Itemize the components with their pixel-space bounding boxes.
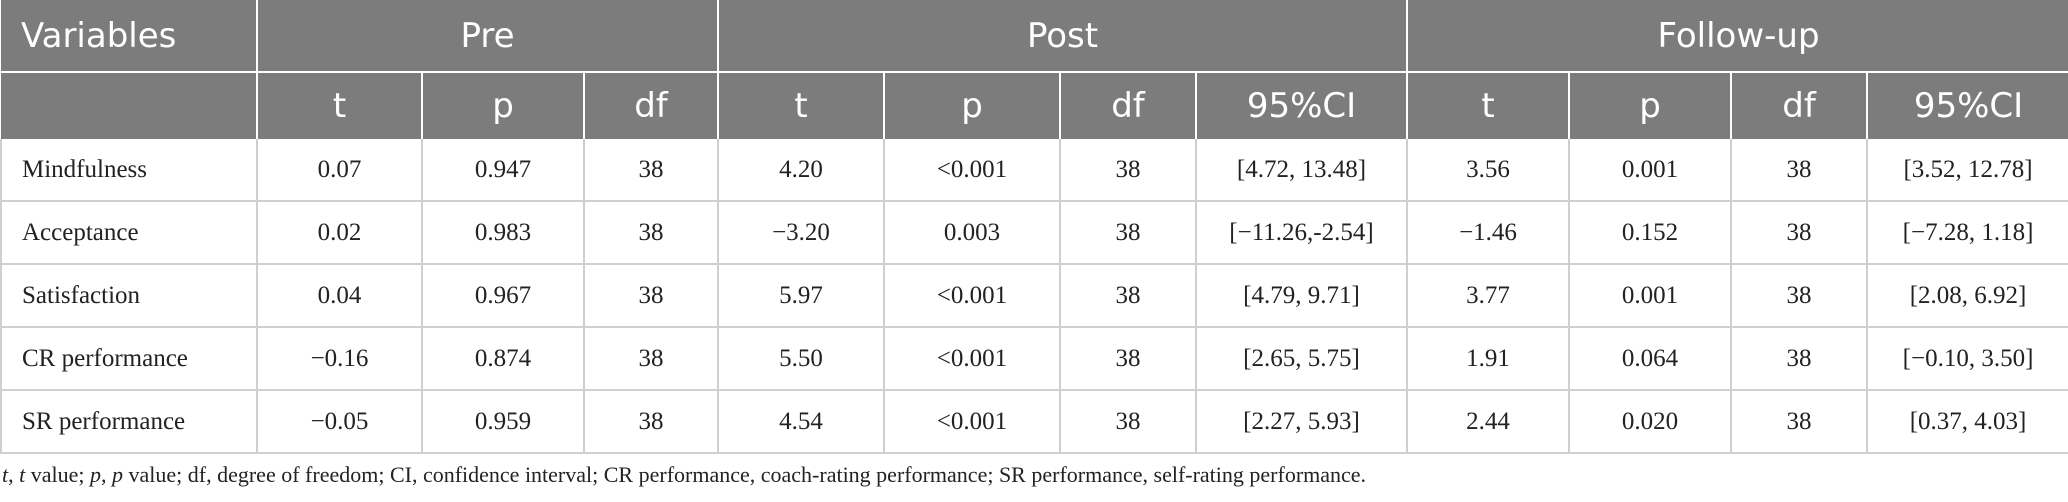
table-cell: 0.001 <box>1569 139 1733 202</box>
table-cell: 38 <box>1060 390 1197 454</box>
table-cell: 0.967 <box>422 264 585 328</box>
table-cell: 0.02 <box>257 201 423 265</box>
table-cell: 0.020 <box>1569 390 1733 454</box>
column-header-pre-t: t <box>257 72 423 139</box>
table-cell: 0.07 <box>257 139 423 202</box>
table-cell: 38 <box>1731 264 1869 328</box>
table-cell: 4.54 <box>718 390 885 454</box>
column-header-variables: Variables <box>1 0 258 73</box>
table-cell: −3.20 <box>718 201 885 265</box>
table-cell: <0.001 <box>884 327 1061 391</box>
results-table-container: Variables Pre Post Follow-up t p df t p … <box>0 0 2068 454</box>
row-label: Satisfaction <box>0 264 258 328</box>
column-header-post-df: df <box>1060 72 1197 139</box>
table-cell: −0.05 <box>257 390 423 454</box>
table-cell: <0.001 <box>884 390 1061 454</box>
table-cell: 38 <box>1060 327 1197 391</box>
sub-header-row: t p df t p df 95%CI t p df 95%CI <box>1 72 2068 139</box>
table-cell: 0.001 <box>1569 264 1733 328</box>
table-cell: 2.44 <box>1407 390 1571 454</box>
table-cell: [3.52, 12.78] <box>1867 139 2068 202</box>
table-cell: 38 <box>1060 201 1197 265</box>
footnote-separator: , <box>8 462 20 487</box>
table-cell: 0.04 <box>257 264 423 328</box>
footnote-t-value: t <box>19 462 26 487</box>
table-cell: 0.003 <box>884 201 1061 265</box>
footnote-text: value; df, degree of freedom; CI, confid… <box>123 462 1367 487</box>
table-cell: 0.152 <box>1569 201 1733 265</box>
table-cell: 0.983 <box>422 201 585 265</box>
table-cell: −1.46 <box>1407 201 1571 265</box>
table-footnote: t, t value; p, p value; df, degree of fr… <box>2 462 1366 488</box>
column-header-post-ci: 95%CI <box>1196 72 1409 139</box>
table-cell: 38 <box>1060 139 1197 202</box>
row-label: Acceptance <box>0 201 258 265</box>
table-row: CR performance −0.16 0.874 38 5.50 <0.00… <box>0 327 2068 391</box>
column-header-pre-p: p <box>422 72 585 139</box>
table-cell: 38 <box>1731 201 1869 265</box>
table-cell: <0.001 <box>884 139 1061 202</box>
table-cell: 3.77 <box>1407 264 1571 328</box>
results-table: Variables Pre Post Follow-up t p df t p … <box>0 0 2068 454</box>
column-header-blank <box>1 72 258 139</box>
table-cell: [4.72, 13.48] <box>1196 139 1409 202</box>
table-cell: 0.064 <box>1569 327 1733 391</box>
table-cell: 38 <box>1731 390 1869 454</box>
footnote-text: value; <box>25 462 91 487</box>
row-label: Mindfulness <box>0 139 258 202</box>
column-header-post-p: p <box>884 72 1061 139</box>
table-cell: 38 <box>584 139 719 202</box>
table-cell: 38 <box>584 390 719 454</box>
column-header-pre-df: df <box>584 72 719 139</box>
table-cell: [4.79, 9.71] <box>1196 264 1409 328</box>
table-cell: [2.08, 6.92] <box>1867 264 2068 328</box>
table-row: Mindfulness 0.07 0.947 38 4.20 <0.001 38… <box>0 139 2068 202</box>
table-row: Acceptance 0.02 0.983 38 −3.20 0.003 38 … <box>0 201 2068 265</box>
table-cell: [0.37, 4.03] <box>1867 390 2068 454</box>
table-cell: 0.947 <box>422 139 585 202</box>
table-cell: <0.001 <box>884 264 1061 328</box>
table-row: Satisfaction 0.04 0.967 38 5.97 <0.001 3… <box>0 264 2068 328</box>
table-cell: 38 <box>1060 264 1197 328</box>
table-cell: 38 <box>584 264 719 328</box>
table-cell: [−11.26,-2.54] <box>1196 201 1409 265</box>
table-cell: [−0.10, 3.50] <box>1867 327 2068 391</box>
footnote-p-symbol: p <box>90 462 102 487</box>
column-header-post-t: t <box>718 72 885 139</box>
group-header-pre: Pre <box>257 0 719 73</box>
column-header-follow-up-t: t <box>1407 72 1571 139</box>
table-cell: 38 <box>584 327 719 391</box>
group-header-follow-up: Follow-up <box>1407 0 2068 73</box>
table-cell: 3.56 <box>1407 139 1571 202</box>
column-header-follow-up-p: p <box>1569 72 1733 139</box>
footnote-t-symbol: t <box>2 462 9 487</box>
table-cell: 38 <box>1731 327 1869 391</box>
table-cell: [−7.28, 1.18] <box>1867 201 2068 265</box>
row-label: CR performance <box>0 327 258 391</box>
table-cell: 38 <box>1731 139 1869 202</box>
footnote-separator: , <box>101 462 113 487</box>
table-row: SR performance −0.05 0.959 38 4.54 <0.00… <box>0 390 2068 454</box>
table-cell: 0.874 <box>422 327 585 391</box>
column-header-follow-up-df: df <box>1731 72 1869 139</box>
table-cell: [2.65, 5.75] <box>1196 327 1409 391</box>
table-cell: [2.27, 5.93] <box>1196 390 1409 454</box>
footnote-p-value: p <box>112 462 124 487</box>
table-cell: 5.97 <box>718 264 885 328</box>
group-header-post: Post <box>718 0 1409 73</box>
table-cell: 38 <box>584 201 719 265</box>
table-cell: −0.16 <box>257 327 423 391</box>
row-label: SR performance <box>0 390 258 454</box>
table-cell: 4.20 <box>718 139 885 202</box>
table-cell: 5.50 <box>718 327 885 391</box>
table-cell: 1.91 <box>1407 327 1571 391</box>
table-cell: 0.959 <box>422 390 585 454</box>
column-header-follow-up-ci: 95%CI <box>1867 72 2068 139</box>
group-header-row: Variables Pre Post Follow-up <box>1 0 2068 73</box>
